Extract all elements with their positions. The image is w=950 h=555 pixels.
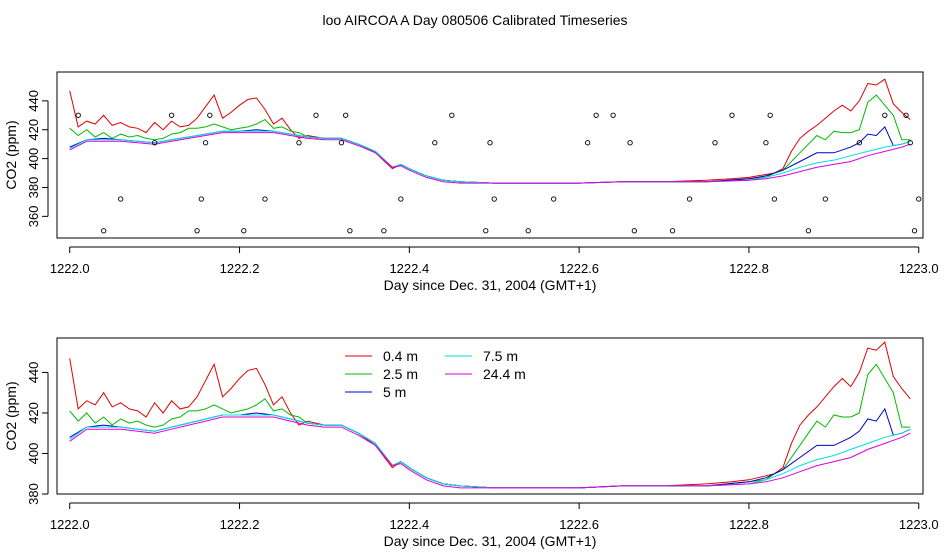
x-axis-label: Day since Dec. 31, 2004 (GMT+1) xyxy=(384,533,597,549)
calibration-point xyxy=(631,228,637,234)
x-tick-label: 1222.6 xyxy=(559,261,599,276)
x-tick-label: 1222.0 xyxy=(50,261,90,276)
x-tick-label: 1222.4 xyxy=(389,261,429,276)
calibration-point xyxy=(771,196,778,202)
calibration-point xyxy=(525,228,531,234)
calibration-point xyxy=(907,140,913,146)
calibration-point xyxy=(483,228,489,234)
calibration-point xyxy=(168,112,175,118)
figure-title: loo AIRCOA A Day 080506 Calibrated Times… xyxy=(322,12,627,28)
plot-frame xyxy=(56,71,924,239)
calibration-point xyxy=(296,140,302,146)
x-tick-label: 1222.8 xyxy=(729,261,769,276)
series-group xyxy=(69,78,922,234)
legend-label: 7.5 m xyxy=(483,348,518,364)
calibration-point xyxy=(551,196,557,202)
y-tick-label: 360 xyxy=(26,205,41,227)
legend-label: 5 m xyxy=(383,384,406,400)
calibration-point xyxy=(101,228,107,234)
legend-label: 2.5 m xyxy=(383,366,418,382)
series-line-s04 xyxy=(69,341,911,489)
calibration-point xyxy=(75,112,81,118)
calibration-point xyxy=(822,196,829,202)
calibration-point xyxy=(313,112,319,118)
y-axis-label: CO2 (ppm) xyxy=(3,120,19,189)
calibration-point xyxy=(763,140,769,146)
bottom-panel: 1222.0 1222.2 1222.4 1222.6 1222.8 1223.0 Day … xyxy=(3,337,939,549)
calibration-point xyxy=(491,196,497,202)
calibration-point xyxy=(198,196,204,202)
series-line-s75 xyxy=(69,130,911,184)
plot-frame xyxy=(56,337,924,495)
calibration-point xyxy=(903,112,909,118)
x-tick-label: 1223.0 xyxy=(899,517,939,532)
calibration-point xyxy=(916,196,922,202)
calibration-point xyxy=(593,112,599,118)
y-tick-label: 420 xyxy=(26,402,41,424)
calibration-point xyxy=(241,228,247,234)
calibration-point xyxy=(381,228,387,234)
calibration-point xyxy=(882,112,888,118)
calibration-point xyxy=(627,140,633,146)
legend-label: 24.4 m xyxy=(483,366,526,382)
calibration-point xyxy=(432,140,438,146)
calibration-point xyxy=(151,140,158,146)
calibration-point xyxy=(911,228,918,234)
calibration-point xyxy=(262,196,268,202)
y-tick-label: 440 xyxy=(26,90,41,112)
x-axis-label: Day since Dec. 31, 2004 (GMT+1) xyxy=(384,277,597,293)
y-tick-label: 440 xyxy=(26,362,41,384)
calibration-point xyxy=(856,140,862,146)
x-tick-label: 1222.2 xyxy=(220,517,260,532)
x-tick-label: 1222.0 xyxy=(50,517,90,532)
calibration-point xyxy=(449,112,455,118)
x-tick-label: 1222.2 xyxy=(220,261,260,276)
calibration-point xyxy=(338,140,345,146)
y-tick-label: 400 xyxy=(26,443,41,465)
series-line-s244 xyxy=(69,416,911,489)
series-line-s5 xyxy=(69,407,911,489)
calibration-point xyxy=(729,112,735,118)
y-tick-label: 380 xyxy=(26,177,41,199)
series-line-s244 xyxy=(69,132,911,184)
top-panel: 1222.0 1222.2 1222.4 1222.6 1222.8 1223.0 Day … xyxy=(3,71,939,293)
calibration-point xyxy=(194,228,200,234)
calibration-point xyxy=(712,140,718,146)
calibration-point xyxy=(669,228,676,234)
x-tick-label: 1223.0 xyxy=(899,261,939,276)
x-tick-label: 1222.8 xyxy=(729,517,769,532)
calibration-point xyxy=(487,140,493,146)
series-line-s04 xyxy=(69,78,911,184)
calibration-point xyxy=(202,140,209,146)
calibration-point xyxy=(805,228,812,234)
calibration-point xyxy=(686,196,693,202)
calibration-point xyxy=(610,112,616,118)
calibration-point xyxy=(343,112,349,118)
legend-label: 0.4 m xyxy=(383,348,418,364)
calibration-point xyxy=(347,228,353,234)
x-tick-label: 1222.4 xyxy=(389,517,429,532)
calibration-point xyxy=(584,140,591,146)
calibration-point xyxy=(207,112,213,118)
series-group xyxy=(69,341,911,489)
calibration-point xyxy=(118,196,124,202)
calibration-point xyxy=(767,112,773,118)
series-line-s75 xyxy=(69,414,911,489)
y-tick-label: 420 xyxy=(26,119,41,141)
calibration-point xyxy=(398,196,404,202)
x-tick-label: 1222.6 xyxy=(559,517,599,532)
y-tick-label: 400 xyxy=(26,148,41,170)
y-axis-label: CO2 (ppm) xyxy=(3,381,19,450)
y-tick-label: 380 xyxy=(26,483,41,505)
